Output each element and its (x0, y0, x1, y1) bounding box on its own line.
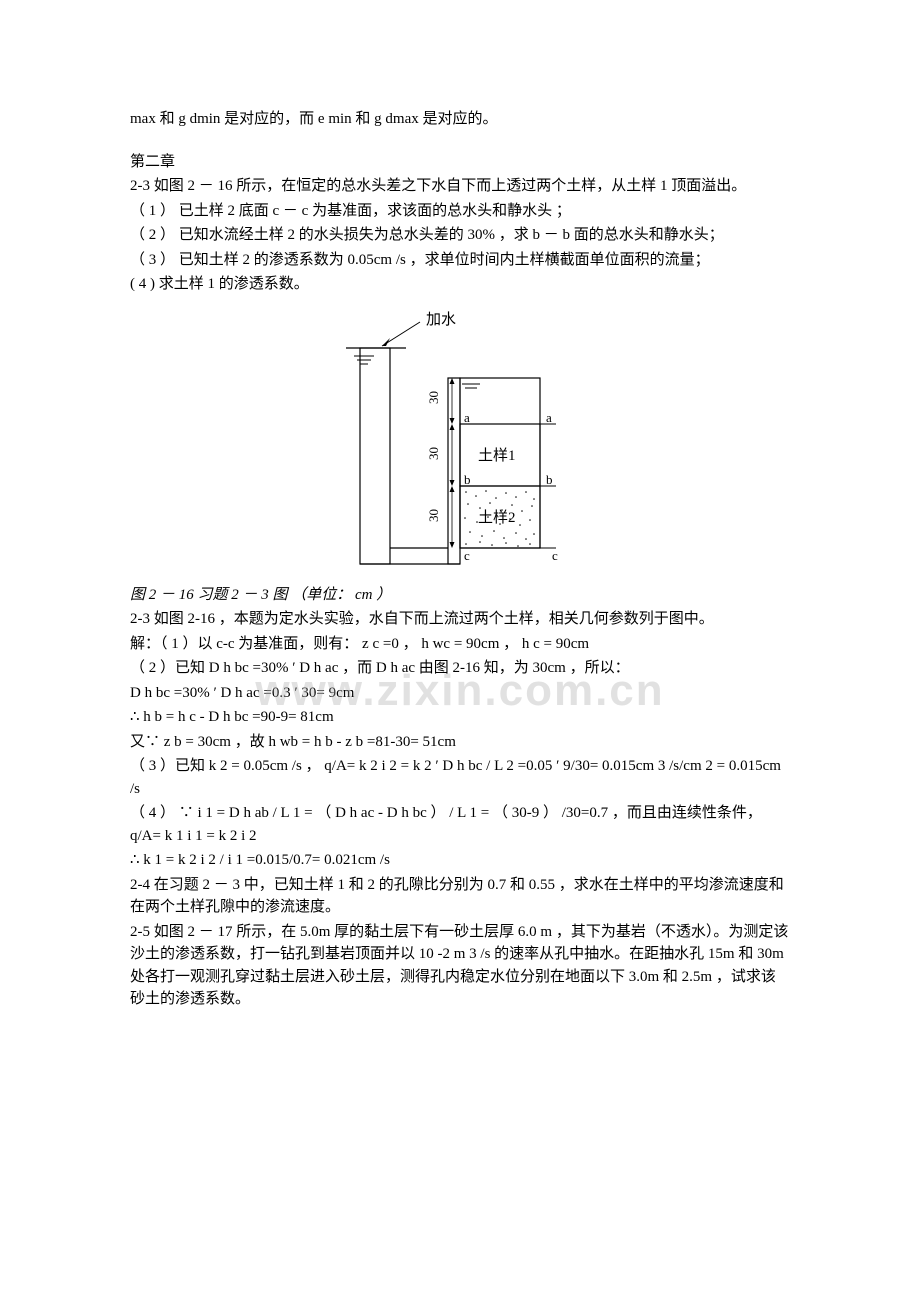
problem-2-3-q2: （ 2 ） 已知水流经土样 2 的水头损失为总水头差的 30% ，求 b － b… (130, 224, 790, 247)
dim-30-bot: 30 (426, 509, 441, 522)
label-c-right: c (552, 548, 558, 563)
dim-30-top: 30 (426, 391, 441, 404)
figure-caption: 图 2 － 16 习题 2 － 3 图 （单位： cm ） (130, 584, 790, 607)
label-water: 加水 (426, 311, 456, 328)
solution-2-3-step2b: D h bc =30% ′ D h ac =0.3 ′ 30= 9cm (130, 682, 790, 705)
problem-2-5: 2-5 如图 2 － 17 所示，在 5.0m 厚的黏土层下有一砂土层厚 6.0… (130, 921, 790, 1011)
label-c-left: c (464, 548, 470, 563)
problem-2-3-q3: （ 3 ） 已知土样 2 的渗透系数为 0.05cm /s ，求单位时间内土样横… (130, 249, 790, 272)
label-a-left: a (464, 410, 470, 425)
figure-svg: 加水 (330, 302, 590, 582)
figure-2-16: 加水 (130, 302, 790, 582)
label-sample1: 土样1 (478, 447, 516, 464)
solution-2-3-step4a: （ 4 ） ∵ i 1 = D h ab / L 1 = （ D h ac - … (130, 802, 790, 847)
solution-2-3-step3: （ 3 ）已知 k 2 = 0.05cm /s ， q/A= k 2 i 2 =… (130, 755, 790, 800)
solution-2-3-step2c: ∴ h b = h c - D h bc =90-9= 81cm (130, 706, 790, 729)
solution-2-3-step2d: 又∵ z b = 30cm ，故 h wb = h b - z b =81-30… (130, 731, 790, 754)
label-a-right: a (546, 410, 552, 425)
problem-2-4: 2-4 在习题 2 － 3 中，已知土样 1 和 2 的孔隙比分别为 0.7 和… (130, 874, 790, 919)
label-sample2: 土样2 (478, 509, 516, 526)
problem-2-3-q1: （ 1 ） 已土样 2 底面 c － c 为基准面，求该面的总水头和静水头 ； (130, 200, 790, 223)
solution-2-3-step2a: （ 2 ）已知 D h bc =30% ′ D h ac ，而 D h ac 由… (130, 657, 790, 680)
page: www.zixin.com.cn max 和 g dmin 是对应的，而 e m… (0, 0, 920, 1302)
label-b-left: b (464, 472, 471, 487)
label-b-right: b (546, 472, 553, 487)
dim-30-mid: 30 (426, 447, 441, 460)
solution-2-3-step4b: ∴ k 1 = k 2 i 2 / i 1 =0.015/0.7= 0.021c… (130, 849, 790, 872)
solution-2-3-intro: 2-3 如图 2-16 ，本题为定水头实验，水自下而上流过两个土样，相关几何参数… (130, 608, 790, 631)
problem-2-3-intro: 2-3 如图 2 － 16 所示，在恒定的总水头差之下水自下而上透过两个土样，从… (130, 175, 790, 198)
solution-2-3-step1: 解：（ 1 ）以 c-c 为基准面，则有： z c =0 ， h wc = 90… (130, 633, 790, 656)
chapter-title: 第二章 (130, 151, 790, 174)
problem-2-3-q4: ( 4 ) 求土样 1 的渗透系数。 (130, 273, 790, 296)
line-emin: max 和 g dmin 是对应的，而 e min 和 g dmax 是对应的。 (130, 108, 790, 131)
